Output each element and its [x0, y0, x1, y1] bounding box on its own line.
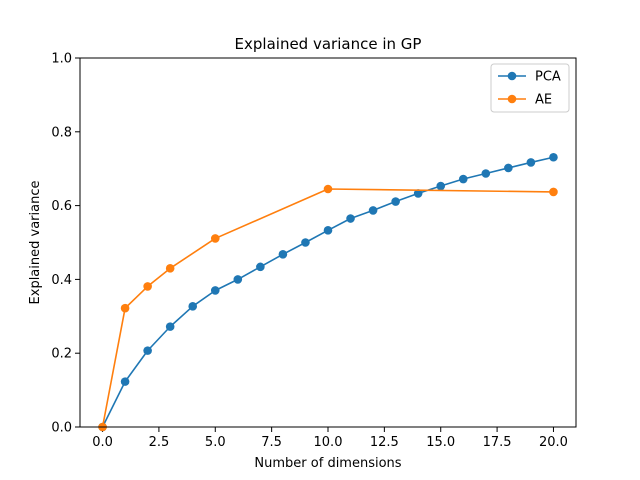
- data-point-pca: [233, 275, 243, 284]
- x-tick-label: 2.5: [149, 435, 170, 450]
- x-tick-label: 20.0: [539, 435, 568, 450]
- axes-frame: [79, 57, 577, 428]
- y-axis-label: Explained variance: [28, 181, 43, 305]
- y-tick-label: 0.8: [51, 125, 72, 140]
- data-point-pca: [278, 250, 288, 259]
- data-point-pca: [210, 286, 220, 295]
- data-point-ae: [120, 303, 130, 313]
- legend-label-ae: AE: [535, 93, 552, 108]
- data-point-pca: [256, 262, 265, 272]
- data-point-pca: [346, 214, 355, 223]
- legend-marker-ae: [507, 94, 517, 104]
- data-point-pca: [165, 322, 175, 331]
- chart-title: Explained variance in GP: [235, 35, 422, 53]
- legend-marker-pca: [507, 71, 517, 81]
- x-tick-label: 12.5: [370, 435, 399, 450]
- y-tick-label: 1.0: [51, 52, 72, 67]
- x-tick-label: 7.5: [261, 435, 282, 450]
- data-point-pca: [549, 152, 558, 162]
- data-point-pca: [458, 174, 468, 184]
- y-tick-label: 0.2: [51, 347, 72, 362]
- data-point-pca: [413, 189, 423, 198]
- data-point-pca: [323, 226, 333, 235]
- data-point-pca: [143, 346, 152, 355]
- legend-label-pca: PCA: [535, 70, 561, 85]
- data-point-ae: [549, 187, 558, 197]
- data-point-ae: [210, 234, 220, 243]
- plot-area: 0.0 2.5 5.0 7.5 10.0 12.5 15.0 17.5 20.0 0.0 0.2 0.…: [51, 52, 577, 450]
- data-point-pca: [504, 163, 513, 173]
- x-tick-label: 0.0: [92, 435, 113, 450]
- data-point-pca: [188, 302, 198, 311]
- x-tick-label: 10.0: [314, 435, 343, 450]
- data-point-pca: [368, 206, 378, 215]
- x-tick-label: 5.0: [205, 435, 226, 450]
- y-tick-label: 0.4: [51, 273, 72, 288]
- series-line-pca: [101, 156, 555, 428]
- y-tick-label: 0.0: [51, 421, 72, 436]
- data-point-pca: [526, 158, 536, 167]
- data-point-ae: [165, 264, 175, 273]
- y-tick-label: 0.6: [51, 199, 72, 214]
- x-tick-label: 17.5: [483, 435, 512, 450]
- data-point-pca: [391, 197, 400, 206]
- legend: PCA AE: [490, 63, 570, 113]
- series-line-ae: [101, 188, 555, 428]
- data-point-ae: [323, 184, 333, 194]
- x-tick-label: 15.0: [426, 435, 455, 450]
- data-point-pca: [120, 377, 130, 386]
- data-point-pca: [481, 169, 491, 178]
- data-point-ae: [143, 282, 152, 291]
- data-point-pca: [436, 181, 446, 191]
- x-axis-label: Number of dimensions: [254, 456, 401, 471]
- data-point-pca: [301, 238, 310, 247]
